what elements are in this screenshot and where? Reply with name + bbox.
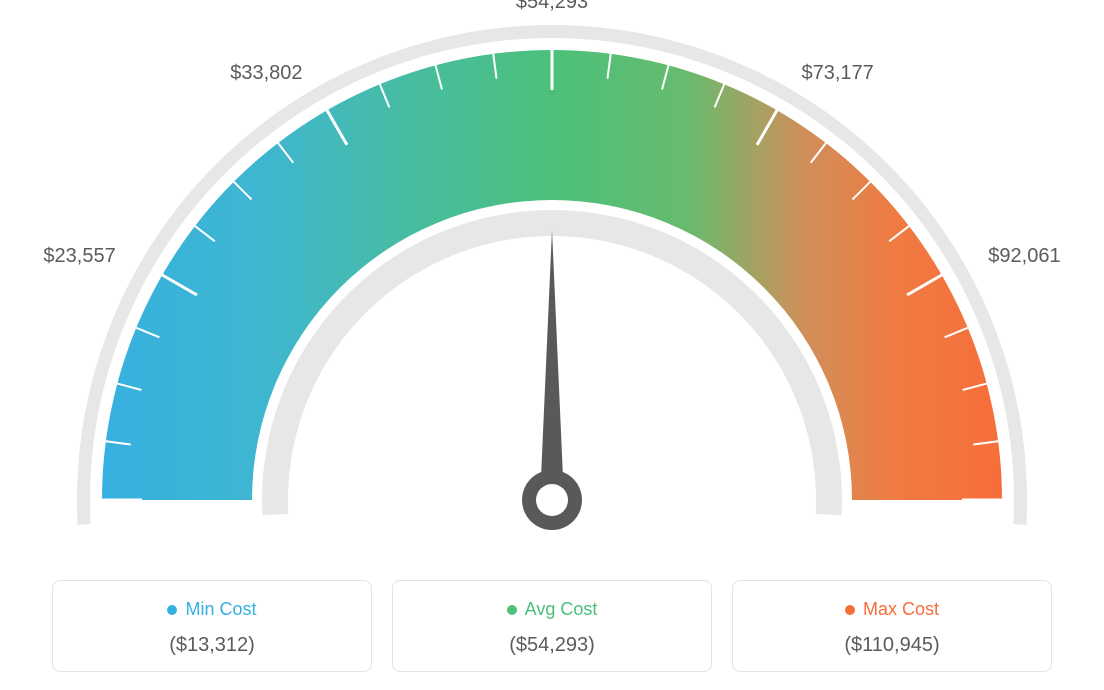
tick-label: $33,802 [230, 62, 302, 85]
legend-value-min: ($13,312) [63, 634, 361, 657]
legend-value-max: ($110,945) [743, 634, 1041, 657]
legend-title-avg: Avg Cost [507, 599, 598, 620]
legend-row: Min Cost ($13,312) Avg Cost ($54,293) Ma… [52, 580, 1052, 672]
legend-title-text: Max Cost [863, 599, 939, 620]
tick-label: $73,177 [802, 62, 874, 85]
legend-card-avg: Avg Cost ($54,293) [392, 580, 712, 672]
tick-label: $23,557 [43, 245, 115, 268]
legend-value-avg: ($54,293) [403, 634, 701, 657]
cost-gauge-figure: $13,312$23,557$33,802$54,293$73,177$92,0… [0, 0, 1104, 690]
legend-card-min: Min Cost ($13,312) [52, 580, 372, 672]
gauge-area: $13,312$23,557$33,802$54,293$73,177$92,0… [0, 0, 1104, 560]
tick-label: $54,293 [516, 0, 588, 14]
legend-title-min: Min Cost [167, 599, 256, 620]
legend-title-max: Max Cost [845, 599, 939, 620]
dot-icon [845, 605, 855, 615]
legend-title-text: Min Cost [185, 599, 256, 620]
legend-title-text: Avg Cost [525, 599, 598, 620]
legend-card-max: Max Cost ($110,945) [732, 580, 1052, 672]
tick-label: $92,061 [988, 245, 1060, 268]
dot-icon [507, 605, 517, 615]
gauge-svg [52, 0, 1052, 560]
dot-icon [167, 605, 177, 615]
